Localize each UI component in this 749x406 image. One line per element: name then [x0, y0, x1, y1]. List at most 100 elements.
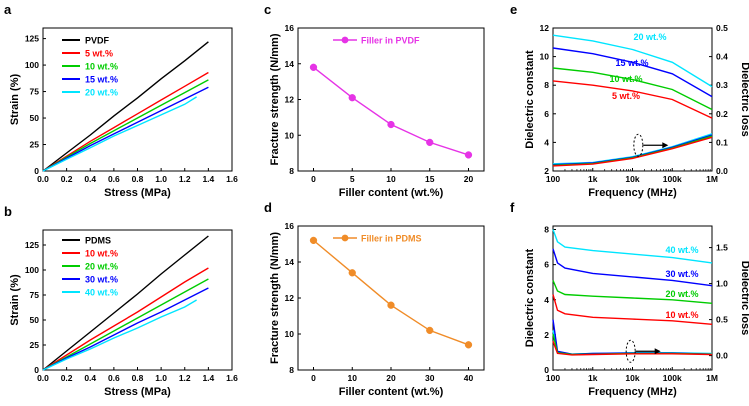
arrow-right-icon [654, 348, 661, 355]
series-line-a-0 [42, 41, 209, 172]
x-tick-label-b: 1.2 [179, 373, 191, 383]
series-line-a-2 [42, 79, 209, 172]
x-tick-label-a: 0.2 [61, 174, 73, 184]
series-label-e-1: 15 wt.% [615, 58, 648, 68]
y-tick-label-f: 0 [544, 365, 549, 375]
series-line-a-1 [42, 71, 209, 172]
loss-line-e-3 [552, 136, 713, 167]
y-tick-label-c: 14 [285, 59, 295, 69]
y2-tick-label-f: 1.0 [716, 279, 728, 289]
x-tick-label-a: 0.6 [108, 174, 120, 184]
x-axis-label-d: Filler content (wt.%) [339, 386, 444, 398]
chart-panel-e: e 100 1k 10k 100k 1M 2 4 6 8 10 12 0.0 0.1 0.2 0.3 0.4 0.… [510, 2, 749, 199]
x-tick-label-a: 1.0 [155, 174, 167, 184]
x-tick-label-d: 0 [311, 373, 316, 383]
x-tick-label-f: 1M [706, 373, 718, 383]
x-tick-label-f: 100 [546, 373, 560, 383]
legend-label-a-3: 15 wt.% [85, 75, 118, 85]
legend-label-b-4: 40 wt.% [85, 288, 118, 298]
series-line-f-3 [552, 294, 713, 325]
loss-indicator-ellipse-e [633, 133, 644, 157]
y-tick-label-b: 75 [30, 290, 40, 300]
y-axis-label-d: Fracture strength (N/mm) [269, 232, 281, 364]
y-tick-label-a: 25 [30, 140, 40, 150]
x-tick-label-c: 5 [350, 174, 355, 184]
series-label-f-0: 40 wt.% [665, 245, 698, 255]
y-tick-label-d: 12 [285, 293, 295, 303]
y-tick-label-b: 125 [25, 240, 39, 250]
y-tick-label-c: 12 [285, 95, 295, 105]
data-point-d-0 [309, 236, 318, 245]
series-label-f-3: 10 wt.% [665, 310, 698, 320]
series-line-a-4 [42, 96, 197, 172]
x-tick-label-e: 100 [546, 174, 560, 184]
x-tick-label-b: 0.2 [61, 373, 73, 383]
data-point-d-2 [387, 301, 395, 309]
y-tick-label-e: 10 [540, 52, 550, 62]
y-tick-label-f: 2 [544, 330, 549, 340]
y2-tick-label-e: 0.2 [716, 109, 728, 119]
x-tick-label-a: 0.4 [84, 174, 96, 184]
series-line-f-0 [552, 229, 713, 264]
y-axis-label-c: Fracture strength (N/mm) [269, 33, 281, 165]
loss-indicator-ellipse-f [625, 339, 636, 363]
chart-panel-f: f 100 1k 10k 100k 1M 0 2 4 6 8 0.0 0.5 1.0 1.5 Frequenc… [510, 200, 749, 398]
y-tick-label-a: 0 [34, 166, 39, 176]
y-tick-label-b: 100 [25, 265, 39, 275]
legend-marker-c [341, 36, 349, 44]
y-tick-label-d: 14 [285, 257, 295, 267]
x-tick-label-c: 10 [386, 174, 396, 184]
x-tick-label-f: 100k [663, 373, 682, 383]
series-label-f-2: 20 wt.% [665, 289, 698, 299]
x-tick-label-d: 10 [348, 373, 358, 383]
y-tick-label-b: 25 [30, 340, 40, 350]
panel-letter-d: d [264, 200, 272, 215]
y-tick-label-a: 75 [30, 87, 40, 97]
data-point-c-0 [309, 63, 318, 71]
y2-tick-label-f: 1.5 [716, 243, 728, 253]
chart-panel-c: c 0 5 10 15 20 8 10 12 14 16 Filler content (wt.%) F… [264, 2, 485, 199]
y2-tick-label-e: 0.1 [716, 137, 728, 147]
series-line-e-1 [552, 47, 713, 98]
y2-tick-label-e: 0.3 [716, 80, 728, 90]
x-tick-label-a: 1.2 [179, 174, 191, 184]
x-tick-label-e: 1M [706, 174, 718, 184]
x-tick-label-d: 20 [386, 373, 396, 383]
y-tick-label-f: 8 [544, 225, 549, 235]
x-axis-label-b: Stress (MPa) [104, 386, 171, 398]
panel-letter-f: f [510, 200, 515, 215]
x-tick-label-b: 0.8 [132, 373, 144, 383]
panel-letter-a: a [4, 2, 12, 17]
data-point-c-3 [426, 138, 434, 147]
series-line-f-1 [552, 248, 713, 287]
x-tick-label-b: 1.0 [155, 373, 167, 383]
series-label-e-2: 10 wt.% [609, 74, 642, 84]
x-tick-label-c: 0 [311, 174, 316, 184]
series-label-f-1: 30 wt.% [665, 269, 698, 279]
y2-axis-label-f: Dielectric loss [739, 261, 749, 336]
arrow-right-icon [662, 142, 669, 149]
series-line-e-0 [552, 34, 713, 88]
panel-letter-c: c [264, 2, 271, 17]
x-tick-label-a: 1.6 [226, 174, 238, 184]
x-tick-label-b: 1.4 [202, 373, 214, 383]
y2-axis-label-e: Dielectric loss [739, 62, 749, 137]
y2-tick-label-e: 0.4 [716, 52, 728, 62]
y2-tick-label-e: 0.5 [716, 23, 728, 33]
y-tick-label-e: 12 [540, 23, 550, 33]
x-axis-label-f: Frequency (MHz) [588, 386, 677, 398]
series-line-b-1 [42, 267, 209, 371]
y-tick-label-d: 8 [289, 365, 294, 375]
loss-line-f-3 [552, 340, 713, 356]
x-tick-label-c: 20 [464, 174, 474, 184]
x-tick-label-e: 10k [625, 174, 639, 184]
legend-label-b-0: PDMS [85, 236, 111, 246]
series-line-b-2 [42, 278, 209, 371]
series-line-e-3 [552, 80, 713, 119]
chart-panel-b: b 0.0 0.2 0.4 0.6 0.8 1.0 1.2 1.4 1.6 0 25 50 75 100 12… [4, 204, 238, 398]
x-tick-label-f: 1k [588, 373, 598, 383]
x-tick-label-e: 1k [588, 174, 598, 184]
series-line-f-2 [552, 280, 713, 304]
x-axis-label-a: Stress (MPa) [104, 187, 171, 199]
